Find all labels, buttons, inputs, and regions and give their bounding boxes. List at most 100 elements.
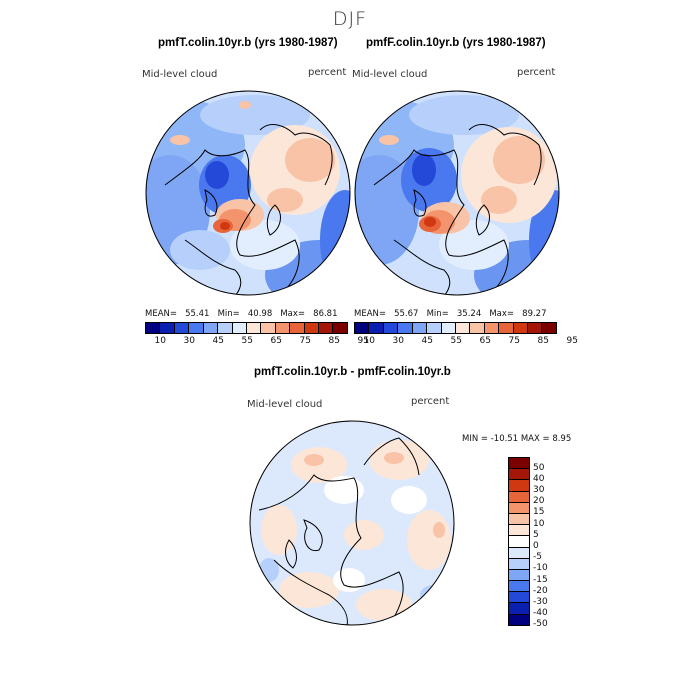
right-colorbar-swatch xyxy=(484,323,500,333)
right-colorbar-swatch xyxy=(355,323,370,333)
right-colorbar-swatch xyxy=(528,323,543,333)
right-panel-title: pmfF.colin.10yr.b (yrs 1980-1987) xyxy=(366,37,546,49)
diff-map-svg xyxy=(249,420,455,626)
right-mean-label: MEAN= xyxy=(354,309,386,319)
diff-colorbar-tick-label: 30 xyxy=(533,485,545,495)
diff-colorbar-tick-label: 10 xyxy=(533,518,545,529)
right-colorbar-tick-label: 85 xyxy=(537,336,549,346)
right-polar-map xyxy=(354,90,560,296)
diff-colorbar-swatch xyxy=(509,536,529,548)
left-colorbar xyxy=(145,322,348,334)
right-colorbar-tick-label: 75 xyxy=(508,336,520,346)
left-stats: MEAN= 55.41 Min= 40.98 Max= 86.81 xyxy=(145,309,338,319)
left-colorbar-swatch xyxy=(146,323,161,333)
left-units-label: percent xyxy=(308,67,347,78)
diff-colorbar-swatch xyxy=(509,491,529,503)
diff-colorbar-tick-label: -40 xyxy=(533,608,548,619)
right-min-label: Min= xyxy=(426,309,449,319)
left-colorbar-swatch xyxy=(333,323,347,333)
right-max-value: 89.27 xyxy=(522,309,547,319)
right-max-label: Max= xyxy=(489,309,515,319)
right-colorbar-swatch xyxy=(455,323,471,333)
left-max-value: 86.81 xyxy=(313,309,338,319)
diff-colorbar-tick-label: 15 xyxy=(533,507,545,518)
diff-colorbar-swatch xyxy=(509,581,529,593)
diff-colorbar-swatch xyxy=(509,525,529,537)
left-colorbar-swatch xyxy=(174,323,190,333)
left-variable-label: Mid-level cloud xyxy=(142,69,218,80)
right-colorbar-swatch xyxy=(513,323,529,333)
diff-panel-title: pmfT.colin.10yr.b - pmfF.colin.10yr.b xyxy=(254,366,451,378)
left-colorbar-tick-label: 65 xyxy=(270,336,282,346)
diff-colorbar-swatch xyxy=(509,480,529,492)
right-colorbar-swatch xyxy=(441,323,456,333)
right-colorbar-tick-label: 65 xyxy=(479,336,491,346)
right-colorbar-swatch xyxy=(398,323,413,333)
diff-colorbar-swatch xyxy=(509,502,529,514)
diff-colorbar-tick-label: 50 xyxy=(533,462,545,473)
right-colorbar-swatch xyxy=(470,323,485,333)
left-colorbar-swatch xyxy=(319,323,334,333)
right-colorbar-swatch xyxy=(499,323,514,333)
right-colorbar-tick-label: 55 xyxy=(450,336,462,346)
diff-colorbar-swatch xyxy=(509,558,529,570)
diff-colorbar-swatch xyxy=(509,614,529,625)
diff-colorbar-swatch xyxy=(509,469,529,481)
left-colorbar-tick-label: 75 xyxy=(299,336,311,346)
diff-variable-label: Mid-level cloud xyxy=(247,399,323,410)
left-mean-label: MEAN= xyxy=(145,309,177,319)
right-mean-value: 55.67 xyxy=(394,309,419,319)
right-colorbar-ticks: 10 30 45 55 65 75 85 95 xyxy=(354,336,578,348)
left-min-label: Min= xyxy=(217,309,240,319)
right-colorbar-tick-label: 45 xyxy=(421,336,433,346)
right-colorbar-swatch xyxy=(383,323,399,333)
left-colorbar-ticks: 10 30 45 55 65 75 85 95 xyxy=(145,336,369,348)
right-colorbar-swatch xyxy=(542,323,556,333)
right-colorbar-tick-label: 10 xyxy=(363,336,375,346)
left-colorbar-swatch xyxy=(218,323,233,333)
diff-colorbar-ticks: 50 40 30 20 15 10 5 0 -5 -10 -15 -20 -30 -40 -50 xyxy=(533,457,573,630)
diff-colorbar-tick-label: -15 xyxy=(533,574,548,585)
right-colorbar-swatch xyxy=(412,323,428,333)
diff-colorbar xyxy=(508,457,530,626)
left-colorbar-swatch xyxy=(160,323,175,333)
right-colorbar-tick-label: 95 xyxy=(566,336,578,346)
left-mean-value: 55.41 xyxy=(185,309,210,319)
left-min-value: 40.98 xyxy=(247,309,273,319)
left-colorbar-tick-label: 85 xyxy=(328,336,340,346)
diff-colorbar-tick-label: -5 xyxy=(533,552,542,563)
right-stats: MEAN= 55.67 Min= 35.24 Max= 89.27 xyxy=(354,309,547,319)
diff-colorbar-tick-label: 5 xyxy=(533,529,539,540)
diff-colorbar-tick-label: 20 xyxy=(533,496,545,507)
right-variable-label: Mid-level cloud xyxy=(352,69,428,80)
right-map-svg xyxy=(354,90,560,296)
diff-colorbar-swatch xyxy=(509,603,529,615)
left-colorbar-tick-label: 45 xyxy=(212,336,224,346)
left-polar-map xyxy=(145,90,351,296)
left-colorbar-swatch xyxy=(232,323,247,333)
left-colorbar-swatch xyxy=(304,323,320,333)
left-map-svg xyxy=(145,90,351,296)
diff-colorbar-swatch xyxy=(509,592,529,604)
left-max-label: Max= xyxy=(280,309,306,319)
left-colorbar-tick-label: 95 xyxy=(357,336,369,346)
left-colorbar-swatch xyxy=(203,323,219,333)
left-colorbar-tick-label: 55 xyxy=(241,336,253,346)
left-colorbar-swatch xyxy=(275,323,291,333)
right-colorbar-swatch xyxy=(427,323,442,333)
diff-colorbar-tick-label: -20 xyxy=(533,585,548,596)
diff-colorbar-swatch xyxy=(509,458,529,470)
diff-colorbar-swatch xyxy=(509,569,529,582)
diff-units-label: percent xyxy=(411,396,450,407)
right-colorbar-swatch xyxy=(369,323,384,333)
diff-colorbar-swatch xyxy=(509,547,529,559)
right-units-label: percent xyxy=(517,67,556,78)
diff-colorbar-tick-label: 0 xyxy=(533,541,539,551)
diff-colorbar-tick-label: -50 xyxy=(533,619,548,630)
season-title: DJF xyxy=(332,8,368,30)
diff-colorbar-swatch xyxy=(509,513,529,526)
diff-colorbar-tick-label: 40 xyxy=(533,473,545,484)
right-colorbar-tick-label: 30 xyxy=(392,336,404,346)
left-colorbar-swatch xyxy=(261,323,276,333)
diff-colorbar-tick-label: -30 xyxy=(533,597,548,607)
